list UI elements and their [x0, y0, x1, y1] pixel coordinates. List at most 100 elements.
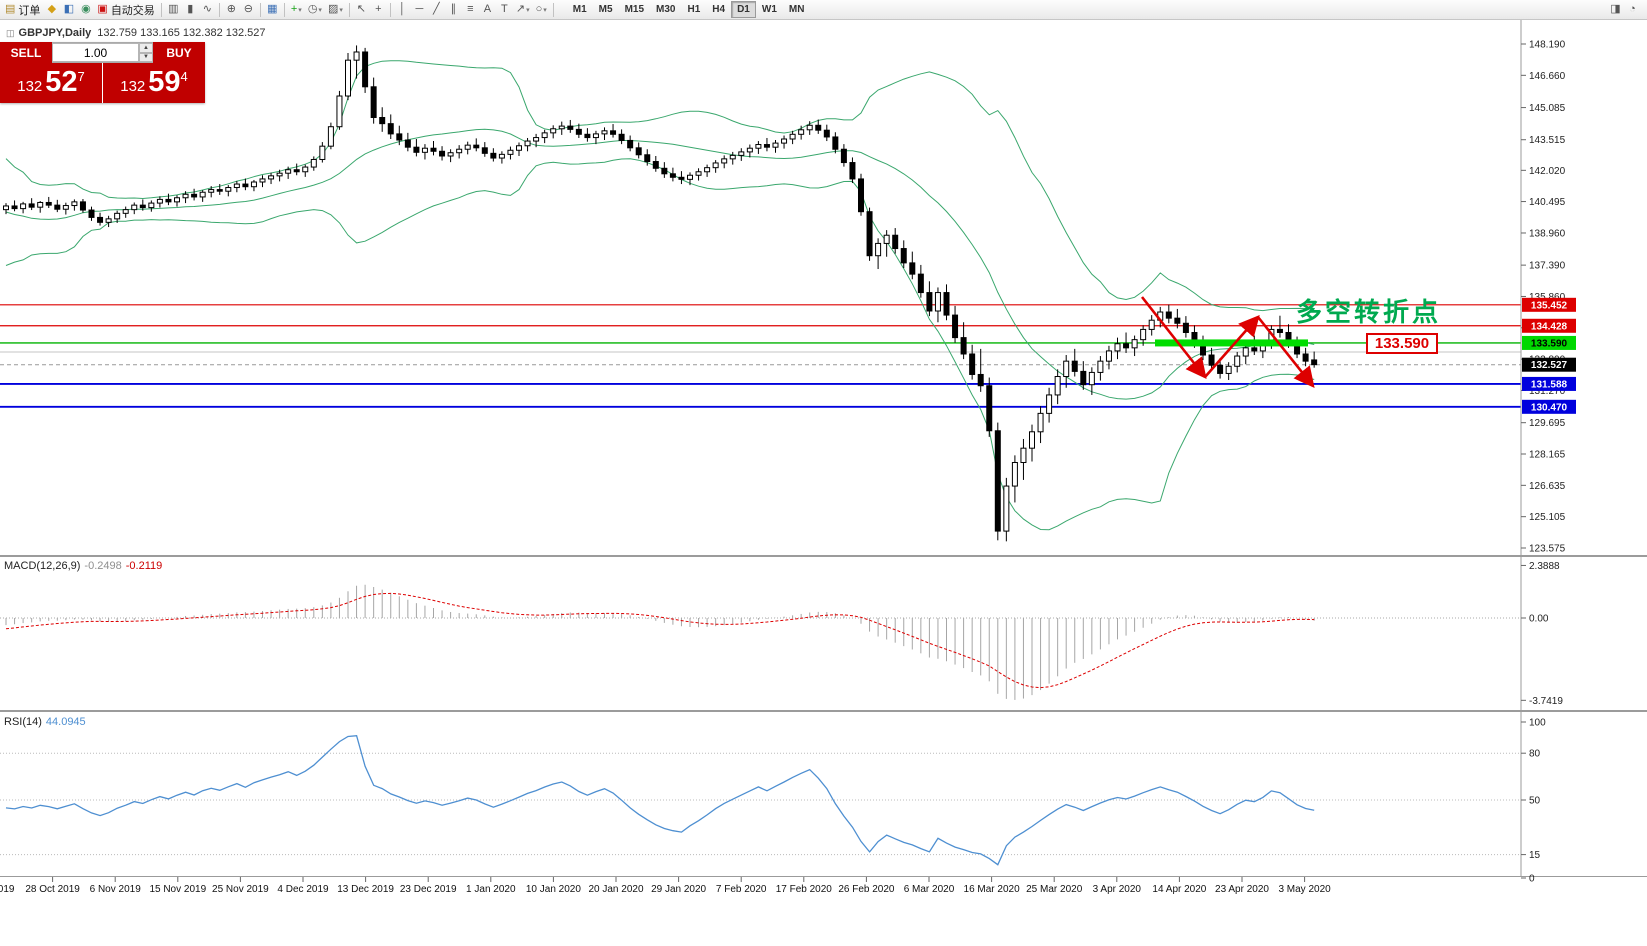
price-axis[interactable]: 148.190 146.660 145.085 143.515 142.020 140.4… [1521, 40, 1576, 885]
channel-button[interactable]: ∥ [445, 1, 462, 18]
timeframe-m30[interactable]: M30 [650, 1, 681, 18]
quick-search-button-icon: ◔ [1629, 3, 1636, 15]
timeframe-h4[interactable]: H4 [706, 1, 731, 18]
market-watch-button[interactable]: ◆ [43, 1, 60, 18]
timeframe-w1[interactable]: W1 [756, 1, 783, 18]
svg-text:6 Nov 2019: 6 Nov 2019 [90, 884, 142, 895]
line-chart-button[interactable]: ∿ [199, 1, 216, 18]
timeframe-m5[interactable]: M5 [593, 1, 619, 18]
chart-canvas[interactable]: 148.190 146.660 145.085 143.515 142.020 140.4… [0, 20, 1647, 946]
timeframe-m1[interactable]: M1 [567, 1, 593, 18]
label-button[interactable]: T [496, 1, 513, 18]
svg-text:25 Nov 2019: 25 Nov 2019 [212, 884, 269, 895]
current-price-badge: 132.527 [1522, 357, 1576, 372]
templates-button-dropdown-arrow[interactable]: ▾ [339, 6, 343, 14]
indicators-button-icon: + [290, 3, 298, 15]
chart-shift-button[interactable]: ◨ [1607, 1, 1624, 18]
svg-text:2.3888: 2.3888 [1529, 561, 1560, 572]
new-order-button-label: 订单 [18, 4, 41, 17]
data-window-button[interactable]: ◧ [60, 1, 77, 18]
trend-arrow-1[interactable] [1140, 296, 1207, 380]
chart-drawings[interactable] [1140, 296, 1315, 389]
arrows-button-icon: ↗ [515, 3, 526, 15]
svg-text:128.165: 128.165 [1529, 450, 1566, 461]
horizontal-line-button[interactable]: ─ [411, 1, 428, 18]
toolbar-separator [348, 2, 350, 17]
candlestick-series [3, 45, 1318, 542]
toolbar-separator [218, 2, 220, 17]
crosshair-button[interactable]: + [370, 1, 387, 18]
zoom-out-button-icon: ⊖ [243, 3, 253, 15]
shapes-button[interactable]: ○ ▾ [533, 1, 550, 18]
crosshair-button-icon: + [375, 3, 382, 15]
chart-title: ◫ GBPJPY,Daily 132.759 133.165 132.382 1… [6, 27, 266, 39]
text-button[interactable]: A [479, 1, 496, 18]
periods-button[interactable]: ◷ ▾ [305, 1, 325, 18]
price-badge-133.590: 133.590 [1522, 335, 1576, 350]
toolbar-separator [552, 2, 554, 17]
macd-indicator-label: MACD(12,26,9) -0.2498 -0.2119 [4, 560, 162, 572]
bb-middle-band [5, 128, 1315, 400]
rsi-line [5, 735, 1315, 866]
time-axis[interactable]: 8 Oct 2019 28 Oct 2019 6 Nov 2019 15 Nov 20… [0, 877, 1331, 895]
svg-text:126.635: 126.635 [1529, 481, 1566, 492]
fibonacci-button[interactable]: ≡ [462, 1, 479, 18]
pivot-annotation-text[interactable]: 多空转折点 [1296, 297, 1442, 327]
svg-text:138.960: 138.960 [1529, 228, 1566, 239]
timeframe-mn[interactable]: MN [783, 1, 811, 18]
arrows-button-dropdown-arrow[interactable]: ▾ [526, 6, 530, 14]
buy-button[interactable]: 132 59 4 [103, 63, 205, 103]
volume-input[interactable] [52, 43, 139, 62]
svg-text:1 Jan 2020: 1 Jan 2020 [466, 884, 516, 895]
new-order-button[interactable]: ▤ 订单 [2, 1, 43, 18]
trend-arrow-2[interactable] [1204, 315, 1260, 378]
chart-symbol-period: GBPJPY,Daily [18, 27, 92, 39]
label-button-icon: T [500, 3, 508, 15]
toolbar-separator [259, 2, 261, 17]
macd-name: MACD(12,26,9) [4, 560, 81, 572]
svg-text:-3.7419: -3.7419 [1529, 696, 1563, 707]
svg-text:26 Feb 2020: 26 Feb 2020 [838, 884, 895, 895]
svg-text:125.105: 125.105 [1529, 512, 1566, 523]
svg-text:145.085: 145.085 [1529, 103, 1566, 114]
channel-button-icon: ∥ [450, 3, 457, 15]
autotrading-button[interactable]: ▣ 自动交易 [94, 1, 157, 18]
trend-arrow-3[interactable] [1256, 316, 1315, 389]
svg-text:129.695: 129.695 [1529, 418, 1566, 429]
chart-shift-button-icon: ◨ [1610, 3, 1621, 15]
vertical-line-button-icon: │ [398, 3, 406, 15]
indicators-button-dropdown-arrow[interactable]: ▾ [298, 6, 302, 14]
zoom-in-button[interactable]: ⊕ [223, 1, 240, 18]
periods-button-dropdown-arrow[interactable]: ▾ [318, 6, 322, 14]
svg-text:137.390: 137.390 [1529, 261, 1566, 272]
svg-text:15 Nov 2019: 15 Nov 2019 [149, 884, 206, 895]
sell-button[interactable]: 132 52 7 [0, 63, 103, 103]
templates-button[interactable]: ▨ ▾ [325, 1, 346, 18]
pivot-highlight-segment[interactable] [1155, 339, 1308, 347]
timeframe-m15[interactable]: M15 [619, 1, 650, 18]
volume-decrease-button[interactable]: ▼ [139, 52, 153, 62]
quick-search-button[interactable]: ◔ [1624, 1, 1641, 18]
navigator-button[interactable]: ◉ [77, 1, 94, 18]
zoom-out-button[interactable]: ⊖ [240, 1, 257, 18]
symbol-icon: ◫ [6, 27, 15, 38]
timeframe-d1[interactable]: D1 [731, 1, 756, 18]
shapes-button-dropdown-arrow[interactable]: ▾ [543, 6, 547, 14]
indicators-button[interactable]: + ▾ [288, 1, 305, 18]
cursor-button[interactable]: ↖ [353, 1, 370, 18]
horizontal-levels[interactable] [0, 304, 1521, 408]
bar-chart-button[interactable]: ▥ [165, 1, 182, 18]
autotrading-button-label: 自动交易 [110, 4, 155, 17]
volume-increase-button[interactable]: ▲ [139, 43, 153, 53]
toolbar-separator [160, 2, 162, 17]
sell-price-pips: 52 [45, 66, 78, 98]
candlestick-chart-button[interactable]: ▮ [182, 1, 199, 18]
svg-text:10 Jan 2020: 10 Jan 2020 [526, 884, 581, 895]
timeframe-toolbar: M1 M5 M15 M30 H1 H4 D1 W1 MN [567, 1, 811, 18]
pivot-price-label[interactable]: 133.590 [1366, 333, 1438, 354]
arrows-button[interactable]: ↗ ▾ [513, 1, 533, 18]
timeframe-h1[interactable]: H1 [681, 1, 706, 18]
vertical-line-button[interactable]: │ [394, 1, 411, 18]
tile-windows-button[interactable]: ▦ [264, 1, 281, 18]
trendline-button[interactable]: ╱ [428, 1, 445, 18]
